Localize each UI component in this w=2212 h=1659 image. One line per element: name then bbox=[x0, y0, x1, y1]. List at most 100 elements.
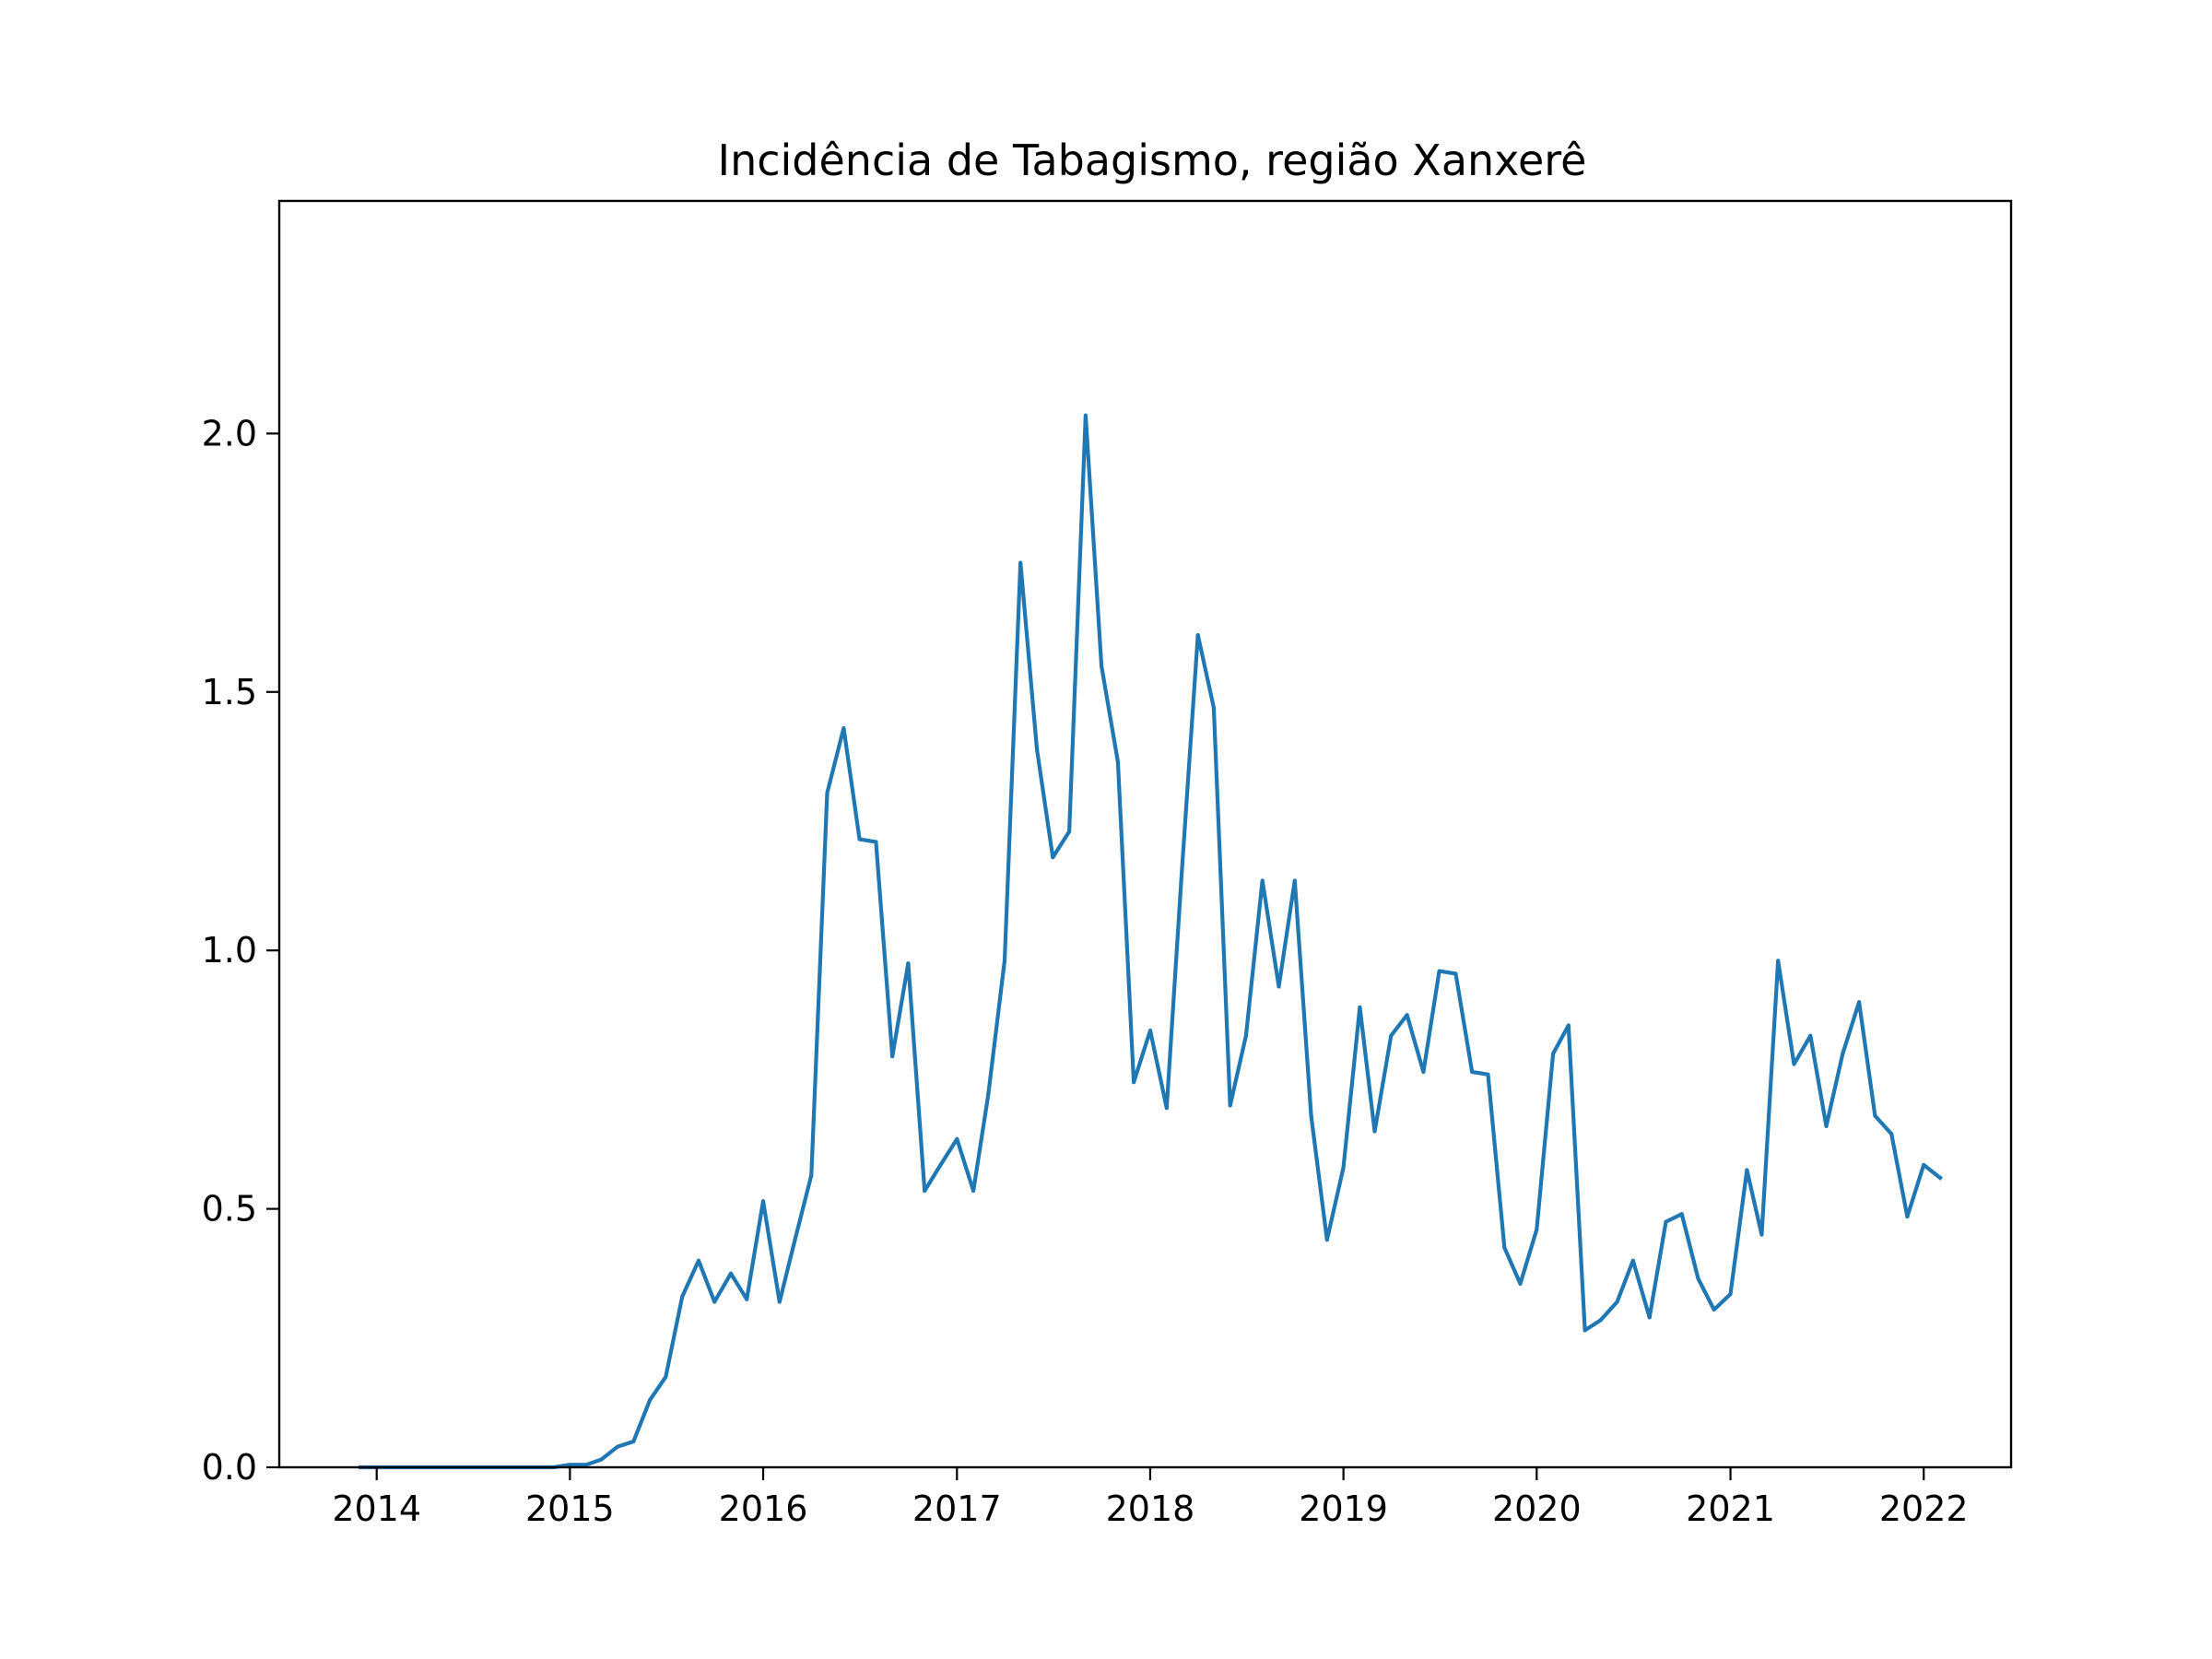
data-point bbox=[1696, 1277, 1700, 1281]
data-point bbox=[857, 837, 862, 841]
data-point bbox=[793, 1238, 797, 1242]
series-line bbox=[358, 413, 1943, 1470]
data-point bbox=[1100, 664, 1104, 668]
data-point bbox=[971, 1189, 976, 1193]
data-point bbox=[1083, 413, 1088, 418]
data-point bbox=[1551, 1052, 1556, 1056]
data-point bbox=[1211, 705, 1216, 710]
y-tick-label: 1.5 bbox=[202, 672, 257, 712]
data-point bbox=[697, 1258, 700, 1263]
data-point bbox=[777, 1300, 782, 1304]
data-point bbox=[1712, 1308, 1716, 1312]
data-point bbox=[1776, 959, 1781, 963]
data-point bbox=[761, 1199, 765, 1204]
data-point bbox=[1277, 984, 1281, 989]
data-point bbox=[1260, 878, 1265, 883]
data-point bbox=[599, 1457, 604, 1462]
data-point bbox=[1486, 1072, 1490, 1077]
data-point bbox=[1115, 759, 1120, 764]
data-point bbox=[1243, 1033, 1248, 1038]
y-tick-label: 0.5 bbox=[202, 1189, 257, 1230]
data-point bbox=[1389, 1033, 1394, 1038]
data-point bbox=[1292, 878, 1297, 883]
data-point bbox=[1179, 876, 1183, 880]
y-tick-label: 1.0 bbox=[202, 930, 257, 971]
data-point bbox=[616, 1444, 620, 1449]
data-point bbox=[1598, 1318, 1603, 1323]
x-tick-label: 2014 bbox=[332, 1488, 421, 1529]
data-point bbox=[1470, 1070, 1475, 1074]
data-point bbox=[1630, 1258, 1635, 1263]
x-tick-label: 2020 bbox=[1492, 1488, 1582, 1529]
data-point bbox=[874, 840, 878, 844]
data-point bbox=[841, 726, 846, 730]
data-point bbox=[825, 791, 830, 795]
data-point bbox=[890, 1054, 895, 1059]
data-point bbox=[584, 1463, 589, 1467]
data-point bbox=[648, 1398, 653, 1403]
data-point bbox=[986, 1093, 991, 1098]
data-point bbox=[1583, 1328, 1587, 1333]
data-point bbox=[1905, 1215, 1910, 1218]
y-tick-label: 2.0 bbox=[202, 413, 257, 453]
data-point bbox=[938, 1162, 943, 1167]
data-point bbox=[680, 1294, 685, 1299]
data-point bbox=[1195, 633, 1200, 638]
x-tick-label: 2019 bbox=[1299, 1488, 1388, 1529]
data-point bbox=[1003, 959, 1006, 963]
data-point bbox=[1679, 1212, 1684, 1217]
plot-frame bbox=[277, 199, 2013, 1469]
data-point bbox=[955, 1136, 959, 1141]
y-tick-label: 0.0 bbox=[202, 1447, 257, 1488]
data-point bbox=[1759, 1232, 1764, 1237]
data-point bbox=[1132, 1080, 1136, 1085]
data-point bbox=[1437, 969, 1441, 973]
data-point bbox=[568, 1463, 572, 1467]
data-point bbox=[1164, 1106, 1169, 1111]
data-point bbox=[1405, 1013, 1409, 1018]
data-point bbox=[906, 961, 911, 966]
chart-title: Incidência de Tabagismo, região Xanxerê bbox=[718, 135, 1587, 185]
data-point bbox=[631, 1440, 636, 1443]
data-point bbox=[1857, 1000, 1862, 1005]
data-point bbox=[1228, 1103, 1232, 1108]
data-point bbox=[1453, 971, 1458, 976]
data-point bbox=[664, 1374, 668, 1379]
x-tick-label: 2021 bbox=[1686, 1488, 1775, 1529]
data-point bbox=[1566, 1023, 1571, 1028]
data-point bbox=[1035, 747, 1039, 751]
data-point bbox=[1889, 1132, 1894, 1136]
data-point bbox=[1309, 1113, 1313, 1118]
tick-layer: 2014 2015 2016 2017 2018 2019 2020 2021 2022 0.0 0… bbox=[202, 413, 1969, 1529]
x-tick-label: 2022 bbox=[1879, 1488, 1969, 1529]
x-tick-label: 2018 bbox=[1106, 1488, 1195, 1529]
data-point bbox=[1873, 1113, 1877, 1118]
data-point bbox=[1664, 1219, 1668, 1224]
data-point bbox=[1148, 1029, 1152, 1033]
x-tick-label: 2016 bbox=[719, 1488, 808, 1529]
data-point bbox=[1518, 1281, 1523, 1286]
data-point bbox=[1018, 560, 1023, 565]
data-point bbox=[809, 1173, 814, 1178]
data-point bbox=[1728, 1292, 1733, 1297]
data-point bbox=[1824, 1124, 1829, 1128]
data-point bbox=[1051, 855, 1055, 860]
data-point bbox=[1922, 1162, 1926, 1167]
data-point bbox=[1745, 1168, 1749, 1172]
data-point bbox=[1938, 1175, 1942, 1180]
data-point bbox=[1615, 1300, 1619, 1304]
data-point bbox=[1372, 1129, 1377, 1134]
x-tick-label: 2017 bbox=[912, 1488, 1002, 1529]
data-point bbox=[1358, 1005, 1362, 1009]
data-point bbox=[729, 1271, 733, 1276]
data-point bbox=[1841, 1052, 1845, 1056]
data-point bbox=[1647, 1315, 1652, 1320]
data-point bbox=[745, 1297, 749, 1301]
data-point bbox=[1324, 1238, 1329, 1242]
data-point bbox=[1502, 1245, 1507, 1250]
data-point bbox=[1341, 1165, 1346, 1170]
data-point bbox=[1421, 1070, 1426, 1074]
data-point bbox=[1792, 1062, 1796, 1066]
